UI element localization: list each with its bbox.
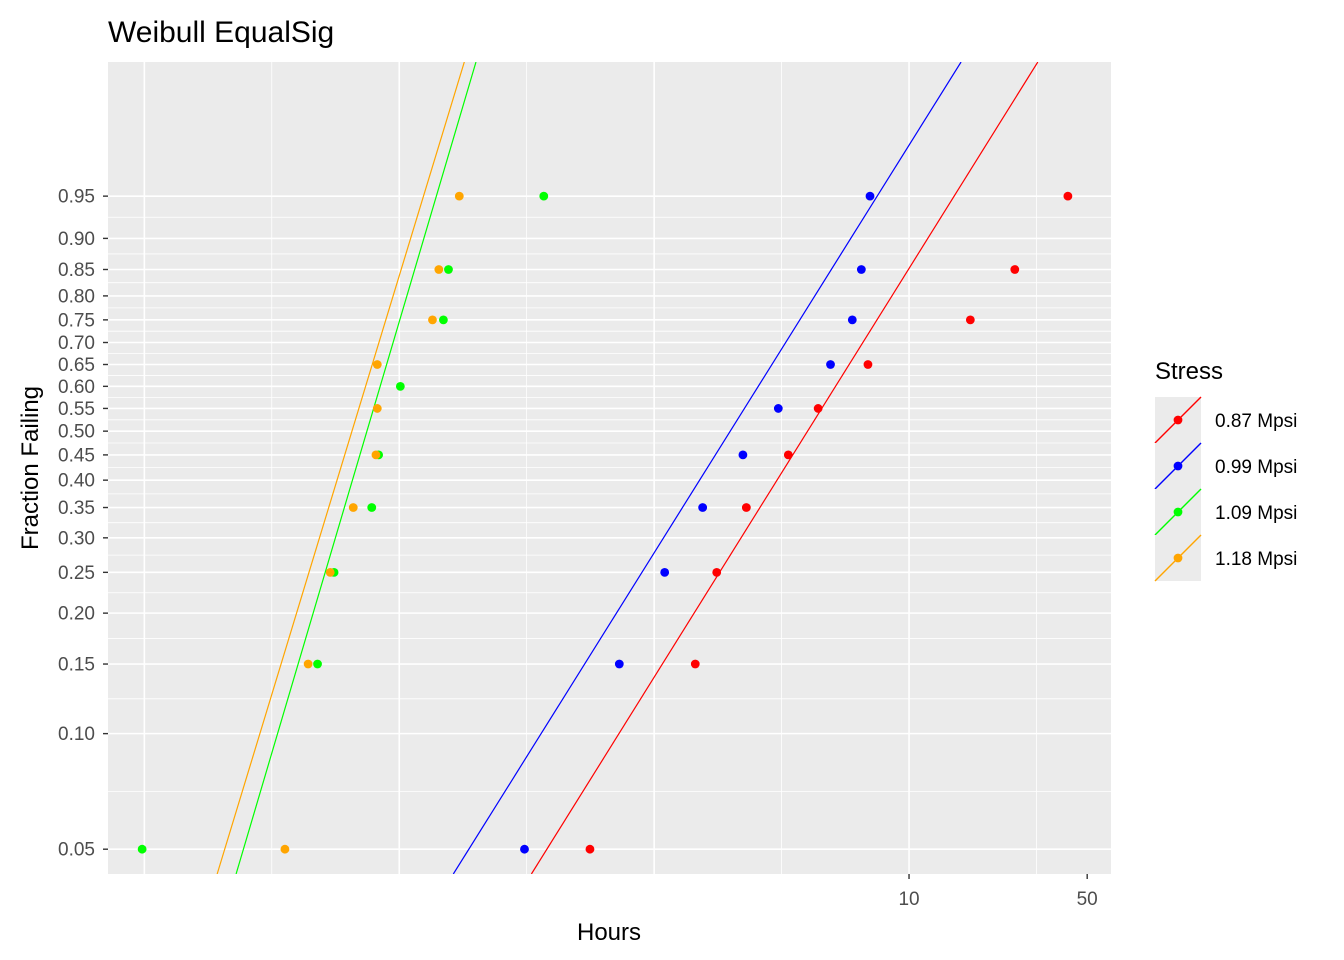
data-point xyxy=(367,503,377,512)
legend-key-point xyxy=(1173,507,1183,517)
y-tick-label: 0.80 xyxy=(58,286,95,307)
y-tick-label: 0.55 xyxy=(58,399,95,420)
x-tick-label: 50 xyxy=(1077,889,1098,910)
legend-key-point xyxy=(1173,461,1183,471)
data-point xyxy=(741,503,751,512)
legend-title: Stress xyxy=(1155,358,1223,385)
y-tick-label: 0.70 xyxy=(58,333,95,354)
data-point xyxy=(539,191,549,201)
y-tick-label: 0.75 xyxy=(58,310,95,331)
y-tick-label: 0.25 xyxy=(58,563,95,584)
data-point xyxy=(585,844,595,854)
legend-label: 0.99 Mpsi xyxy=(1215,457,1297,478)
y-axis-title: Fraction Failing xyxy=(17,386,44,550)
data-point xyxy=(428,315,437,325)
y-tick-label: 0.10 xyxy=(58,724,95,745)
y-tick-label: 0.85 xyxy=(58,260,95,281)
plot-panel xyxy=(108,62,1111,874)
data-point xyxy=(847,315,857,325)
data-point xyxy=(863,360,873,369)
chart-title: Weibull EqualSig xyxy=(108,16,334,49)
data-point xyxy=(313,659,322,669)
y-tick-label: 0.35 xyxy=(58,498,95,519)
grid-minor xyxy=(108,62,1111,874)
data-point xyxy=(773,404,783,413)
data-point xyxy=(856,265,866,274)
data-point xyxy=(325,567,335,577)
x-axis-title: Hours xyxy=(577,919,641,946)
legend: Stress 0.87 Mpsi 0.99 Mpsi 1.09 Mpsi 1.18 M… xyxy=(1154,358,1297,582)
y-tick-label: 0.30 xyxy=(58,528,95,549)
data-point xyxy=(783,450,793,460)
data-point xyxy=(303,659,313,669)
x-axis: 10 50 xyxy=(898,874,1098,910)
legend-key-point xyxy=(1173,553,1183,563)
data-point xyxy=(438,315,448,325)
data-point xyxy=(712,567,722,577)
y-tick-label: 0.50 xyxy=(58,422,95,443)
legend-key-point xyxy=(1173,415,1183,425)
y-tick-label: 0.65 xyxy=(58,355,95,376)
data-point xyxy=(826,360,835,369)
data-points xyxy=(137,191,1073,854)
data-point xyxy=(813,404,823,413)
data-point xyxy=(395,381,405,391)
y-tick-label: 0.15 xyxy=(58,655,95,676)
y-tick-label: 0.95 xyxy=(58,187,95,208)
data-point xyxy=(1010,265,1020,274)
y-tick-label: 0.05 xyxy=(58,840,95,861)
y-tick-label: 0.40 xyxy=(58,471,95,492)
y-tick-label: 0.90 xyxy=(58,229,95,250)
legend-label: 1.18 Mpsi xyxy=(1215,549,1297,570)
data-point xyxy=(137,844,147,854)
data-point xyxy=(348,503,358,512)
y-tick-label: 0.45 xyxy=(58,445,95,466)
data-point xyxy=(444,265,453,274)
data-point xyxy=(434,265,444,274)
y-axis: 0.05 0.10 0.15 0.20 0.25 0.30 0.35 0.40 0.450.50… xyxy=(58,187,108,861)
fit-lines xyxy=(216,62,1039,874)
data-point xyxy=(372,404,382,413)
fit-line xyxy=(216,62,465,874)
legend-label: 1.09 Mpsi xyxy=(1215,503,1297,524)
data-point xyxy=(690,659,700,669)
y-tick-label: 0.20 xyxy=(58,604,95,625)
grid-major xyxy=(108,62,1111,874)
fit-line xyxy=(235,62,477,874)
data-point xyxy=(520,844,529,854)
data-point xyxy=(371,450,381,460)
data-point xyxy=(865,191,875,201)
fit-line xyxy=(530,62,1039,874)
data-point xyxy=(614,659,624,669)
data-point xyxy=(372,360,382,369)
data-point xyxy=(454,191,464,201)
fit-line xyxy=(452,62,962,874)
data-point xyxy=(660,567,670,577)
data-point xyxy=(698,503,708,512)
data-point xyxy=(738,450,748,460)
data-point xyxy=(1063,191,1073,201)
data-point xyxy=(280,844,290,854)
y-tick-label: 0.60 xyxy=(58,377,95,398)
x-tick-label: 10 xyxy=(898,889,919,910)
data-point xyxy=(965,315,975,325)
legend-label: 0.87 Mpsi xyxy=(1215,411,1297,432)
